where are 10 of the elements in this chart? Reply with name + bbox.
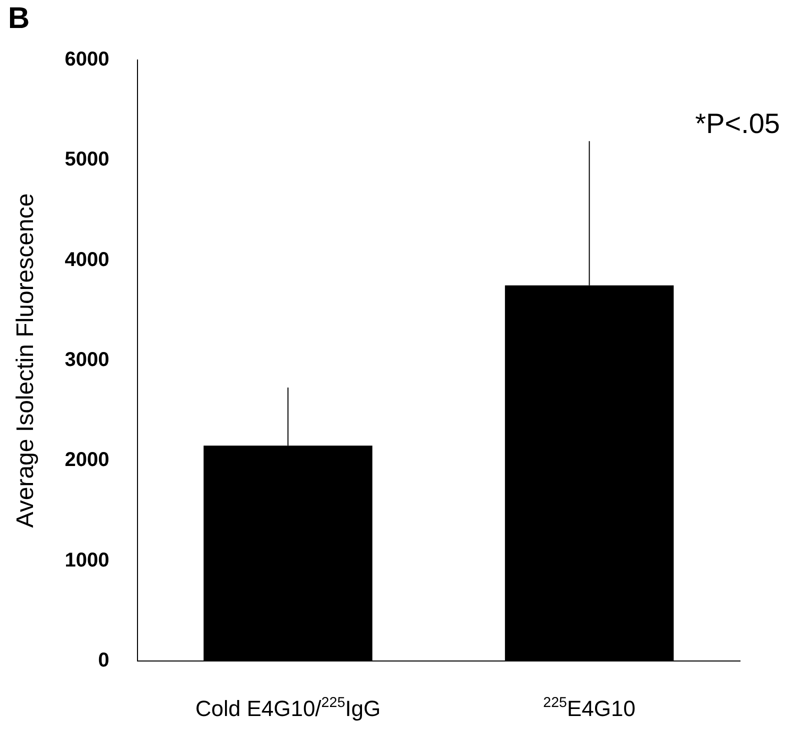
y-tick-label: 0 — [98, 650, 110, 672]
chart-title: B — [8, 2, 30, 36]
y-tick-label: 1000 — [64, 549, 110, 572]
y-tick-label: 3000 — [64, 349, 110, 372]
y-tick-label: 6000 — [64, 48, 110, 71]
y-tick-label: 2000 — [64, 449, 110, 472]
y-axis-title: Average Isolectin Fluorescence — [12, 193, 40, 528]
y-tick-label: 5000 — [64, 148, 110, 171]
annotation: *P<.05 — [695, 108, 780, 139]
y-tick-label: 4000 — [64, 248, 110, 271]
